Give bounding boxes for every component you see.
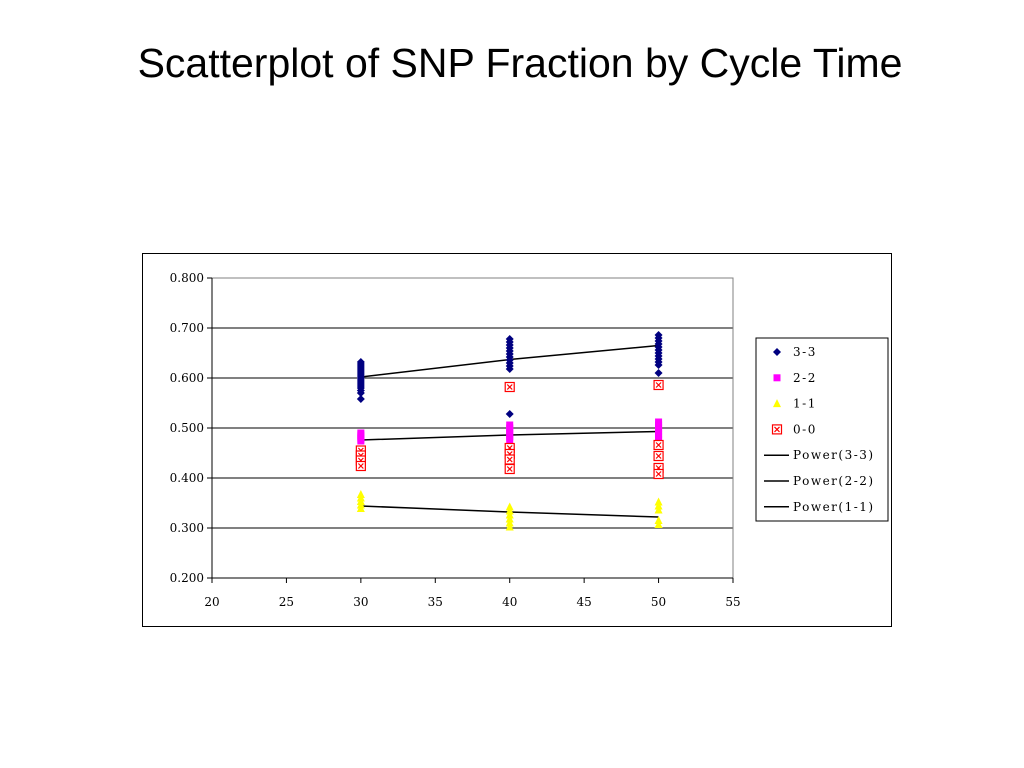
marker-cross bbox=[357, 463, 364, 469]
point-0-0 bbox=[653, 439, 664, 451]
point-1-1 bbox=[356, 504, 365, 512]
point-1-1 bbox=[654, 520, 663, 528]
x-tick-label: 30 bbox=[353, 595, 368, 609]
x-tick-label: 25 bbox=[279, 595, 294, 609]
point-1-1 bbox=[505, 522, 514, 531]
point-3-3 bbox=[356, 389, 365, 397]
marker-cross bbox=[774, 426, 780, 433]
point-3-3 bbox=[356, 395, 365, 403]
gridlines bbox=[212, 327, 733, 529]
legend-symbol-0-0 bbox=[771, 424, 783, 435]
legend-marker bbox=[773, 348, 781, 356]
legend-label: 1-1 bbox=[793, 397, 817, 411]
y-tick-label: 0.200 bbox=[170, 571, 204, 585]
marker-cross bbox=[655, 471, 662, 477]
marker-cross bbox=[506, 466, 513, 472]
scatter-chart: 0.200 0.300 0.400 0.500 0.600 0.700 0.800 20 25 3… bbox=[170, 271, 889, 609]
marker-cross bbox=[506, 456, 513, 463]
x-tick-label: 45 bbox=[577, 595, 592, 609]
legend-label: Power(2-2) bbox=[793, 474, 875, 488]
legend-label: 3-3 bbox=[793, 345, 817, 359]
legend-symbol-2-2 bbox=[773, 374, 781, 382]
point-0-0 bbox=[653, 450, 664, 462]
data-points bbox=[355, 331, 664, 531]
legend-symbol-1-1 bbox=[773, 399, 781, 408]
chart-area: 0.200 0.300 0.400 0.500 0.600 0.700 0.800 20 25 3… bbox=[142, 253, 892, 627]
legend-label: Power(1-1) bbox=[793, 500, 875, 514]
legend-marker bbox=[773, 374, 781, 382]
x-tick-label: 55 bbox=[725, 595, 740, 609]
slide-title: Scatterplot of SNP Fraction by Cycle Tim… bbox=[137, 40, 903, 86]
legend-marker bbox=[771, 424, 783, 435]
x-tick-label: 40 bbox=[502, 595, 517, 609]
legend-label: 0-0 bbox=[793, 422, 817, 436]
x-tick-label: 50 bbox=[651, 595, 666, 609]
point-3-3 bbox=[505, 410, 514, 418]
point-0-0 bbox=[653, 468, 664, 480]
point-0-0 bbox=[504, 454, 515, 465]
legend-marker bbox=[773, 399, 781, 408]
point-2-2 bbox=[506, 436, 514, 444]
point-3-3 bbox=[654, 361, 663, 369]
point-3-3 bbox=[654, 369, 663, 377]
point-0-0 bbox=[504, 463, 515, 475]
y-tick-label: 0.300 bbox=[170, 521, 204, 535]
y-tick-label: 0.500 bbox=[170, 421, 204, 435]
marker-cross bbox=[655, 442, 662, 448]
legend: 3-3 2-2 1-1 0-0 Power(3-3) Power(2-2) Power(1-… bbox=[755, 337, 889, 522]
x-tick-label: 35 bbox=[428, 595, 443, 609]
axes: 0.200 0.300 0.400 0.500 0.600 0.700 0.800 20 25 3… bbox=[170, 271, 741, 609]
point-2-2 bbox=[357, 437, 365, 445]
point-1-1 bbox=[654, 505, 663, 514]
y-tick-label: 0.600 bbox=[170, 371, 204, 385]
legend-symbol-3-3 bbox=[773, 348, 781, 356]
y-tick-label: 0.700 bbox=[170, 321, 204, 335]
marker-cross bbox=[655, 382, 662, 388]
point-0-0 bbox=[355, 460, 366, 472]
x-tick-label: 20 bbox=[204, 595, 219, 609]
legend-label: 2-2 bbox=[793, 371, 817, 385]
point-3-3 bbox=[505, 365, 514, 373]
legend-label: Power(3-3) bbox=[793, 448, 875, 462]
y-tick-label: 0.400 bbox=[170, 471, 204, 485]
point-0-0 bbox=[653, 379, 664, 391]
y-tick-label: 0.800 bbox=[170, 271, 204, 285]
marker-cross bbox=[506, 384, 513, 390]
point-0-0 bbox=[504, 381, 515, 393]
marker-cross bbox=[655, 453, 662, 459]
